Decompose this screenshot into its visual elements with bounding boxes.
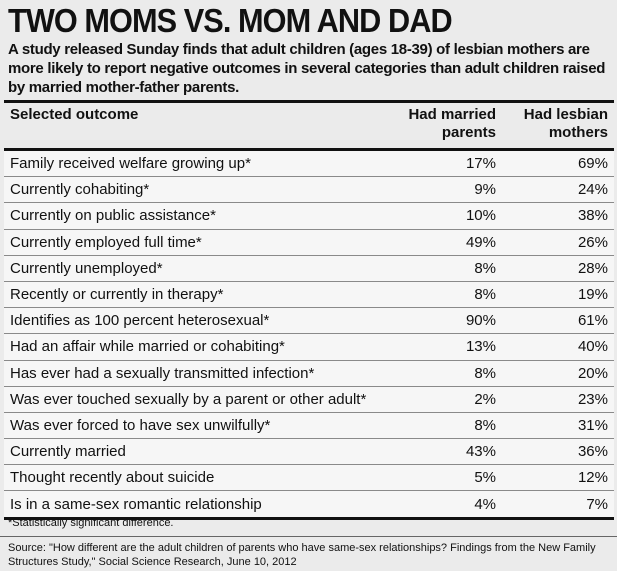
percent-cell: 36%: [502, 438, 614, 466]
percent-cell: 4%: [380, 490, 502, 520]
outcome-label: Family received welfare growing up*: [4, 149, 380, 178]
outcome-label: Thought recently about suicide: [4, 464, 380, 492]
percent-cell: 38%: [502, 202, 614, 230]
percent-cell: 2%: [380, 386, 502, 413]
table-row: Was ever touched sexually by a parent or…: [4, 386, 614, 413]
outcome-label: Has ever had a sexually transmitted infe…: [4, 360, 380, 387]
outcome-label: Is in a same-sex romantic relationship: [4, 490, 380, 520]
outcome-label: Recently or currently in therapy*: [4, 281, 380, 309]
table-row: Identifies as 100 percent heterosexual* 9…: [4, 307, 614, 335]
percent-cell: 8%: [380, 360, 502, 387]
percent-cell: 8%: [380, 412, 502, 440]
table-row: Recently or currently in therapy* 8% 19%: [4, 281, 614, 309]
percent-cell: 7%: [502, 490, 614, 520]
header-row: Selected outcome Had married parents Had…: [4, 100, 614, 151]
table-row: Is in a same-sex romantic relationship 4%…: [4, 490, 614, 520]
column-header: Selected outcome: [4, 100, 380, 151]
table-row: Currently employed full time* 49% 26%: [4, 229, 614, 256]
footnote: *Statistically significant difference.: [8, 517, 174, 529]
percent-cell: 43%: [380, 438, 502, 466]
percent-cell: 8%: [380, 281, 502, 309]
outcome-label: Identifies as 100 percent heterosexual*: [4, 307, 380, 335]
table-row: Currently cohabiting* 9% 24%: [4, 176, 614, 204]
outcome-label: Was ever forced to have sex unwilfully*: [4, 412, 380, 440]
column-header: Had married parents: [380, 100, 502, 151]
table-row: Was ever forced to have sex unwilfully* 8…: [4, 412, 614, 440]
column-header: Had lesbian mothers: [502, 100, 614, 151]
table-row: Currently on public assistance* 10% 38%: [4, 202, 614, 230]
outcome-label: Currently unemployed*: [4, 255, 380, 282]
subtitle: A study released Sunday finds that adult…: [8, 41, 606, 96]
percent-cell: 10%: [380, 202, 502, 230]
percent-cell: 26%: [502, 229, 614, 256]
percent-cell: 31%: [502, 412, 614, 440]
title: TWO MOMS VS. MOM AND DAD: [8, 2, 453, 39]
table-body: Family received welfare growing up* 17% 69…: [4, 149, 614, 520]
percent-cell: 90%: [380, 307, 502, 335]
percent-cell: 9%: [380, 176, 502, 204]
outcome-table: Selected outcome Had married parents Had…: [4, 100, 614, 520]
percent-cell: 61%: [502, 307, 614, 335]
percent-cell: 20%: [502, 360, 614, 387]
outcome-label: Currently cohabiting*: [4, 176, 380, 204]
table-row: Thought recently about suicide 5% 12%: [4, 464, 614, 492]
table-row: Family received welfare growing up* 17% 69…: [4, 149, 614, 178]
percent-cell: 12%: [502, 464, 614, 492]
source: Source: "How different are the adult chi…: [0, 536, 617, 569]
table-header: Selected outcome Had married parents Had…: [4, 100, 614, 151]
percent-cell: 28%: [502, 255, 614, 282]
percent-cell: 23%: [502, 386, 614, 413]
outcome-label: Was ever touched sexually by a parent or…: [4, 386, 380, 413]
percent-cell: 19%: [502, 281, 614, 309]
outcome-label: Currently married: [4, 438, 380, 466]
percent-cell: 5%: [380, 464, 502, 492]
percent-cell: 17%: [380, 149, 502, 178]
percent-cell: 8%: [380, 255, 502, 282]
table-row: Has ever had a sexually transmitted infe…: [4, 360, 614, 387]
percent-cell: 49%: [380, 229, 502, 256]
outcome-label: Currently on public assistance*: [4, 202, 380, 230]
table-row: Currently unemployed* 8% 28%: [4, 255, 614, 282]
outcome-label: Had an affair while married or cohabitin…: [4, 333, 380, 361]
percent-cell: 13%: [380, 333, 502, 361]
table-row: Had an affair while married or cohabitin…: [4, 333, 614, 361]
percent-cell: 40%: [502, 333, 614, 361]
percent-cell: 69%: [502, 149, 614, 178]
percent-cell: 24%: [502, 176, 614, 204]
outcome-label: Currently employed full time*: [4, 229, 380, 256]
table-row: Currently married 43% 36%: [4, 438, 614, 466]
